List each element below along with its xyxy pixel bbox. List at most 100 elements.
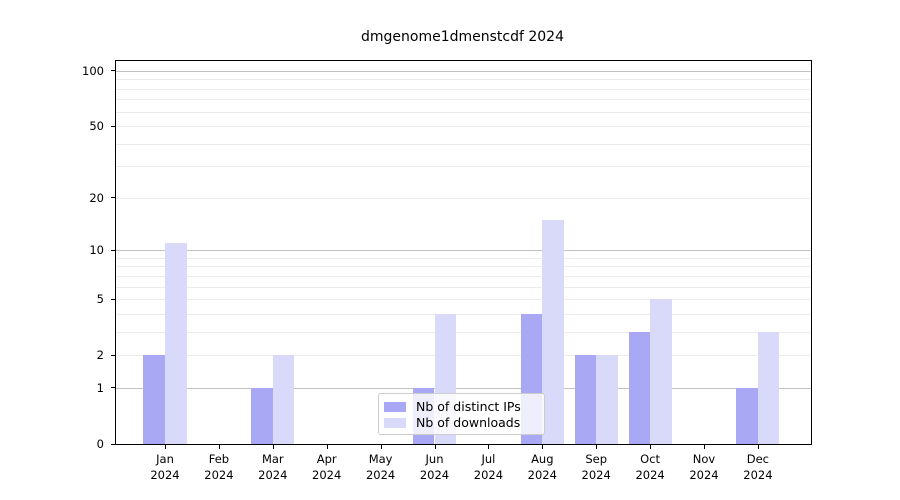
y-tick-mark xyxy=(111,354,115,356)
x-tick-mark xyxy=(272,445,274,449)
bar-downloads-oct xyxy=(650,299,672,444)
x-tick-month: Jan xyxy=(156,452,174,466)
legend-item-downloads: Nb of downloads xyxy=(384,415,537,431)
chart-title: dmgenome1dmenstcdf 2024 xyxy=(360,29,564,45)
x-tick-month: Apr xyxy=(316,452,337,466)
gridline-minor xyxy=(116,331,811,333)
legend-label-downloads: Nb of downloads xyxy=(416,415,521,430)
x-tick-year: 2024 xyxy=(150,467,180,482)
bar-downloads-dec xyxy=(757,331,780,444)
gridline-minor xyxy=(116,143,811,145)
x-tick-mark xyxy=(380,445,382,449)
plot-area xyxy=(115,60,812,445)
x-tick-label-jul: Jul 2024 xyxy=(461,452,515,483)
bar-ips-sep xyxy=(574,355,597,444)
legend-item-distinct-ips: Nb of distinct IPs xyxy=(384,399,537,415)
y-tick-label: 1 xyxy=(96,380,104,395)
bar-ips-oct xyxy=(628,331,651,444)
x-tick-mark xyxy=(326,445,328,449)
x-tick-mark xyxy=(542,445,544,449)
x-tick-month: Mar xyxy=(261,452,284,466)
y-tick-label: 5 xyxy=(96,292,104,307)
x-tick-mark xyxy=(165,445,166,449)
x-tick-label-jun: Jun 2024 xyxy=(408,452,462,483)
gridline-minor xyxy=(116,355,811,357)
x-tick-label-mar: Mar 2024 xyxy=(246,452,300,483)
y-tick-label: 0 xyxy=(96,437,104,451)
bar-downloads-jan xyxy=(165,243,187,444)
x-tick-label-feb: Feb 2024 xyxy=(192,452,246,483)
x-tick-month: Oct xyxy=(640,452,661,466)
y-tick-mark xyxy=(111,387,115,389)
x-tick-label-oct: Oct 2024 xyxy=(623,452,677,483)
x-tick-month: May xyxy=(368,452,393,466)
x-tick-label-apr: Apr 2024 xyxy=(300,452,354,483)
gridline-minor xyxy=(116,275,811,277)
x-tick-label-sep: Sep 2024 xyxy=(569,452,623,483)
y-tick-mark xyxy=(111,197,115,199)
bar-downloads-mar xyxy=(272,355,295,444)
gridline-minor xyxy=(116,313,811,315)
x-tick-month: Jun xyxy=(425,452,444,466)
x-tick-month: Feb xyxy=(208,452,230,466)
gridline-minor xyxy=(116,286,811,288)
legend-swatch-distinct-ips xyxy=(384,402,406,412)
y-tick-mark xyxy=(111,298,115,300)
y-tick-mark xyxy=(111,125,115,127)
gridline-minor xyxy=(116,257,811,259)
x-tick-mark xyxy=(434,445,436,449)
x-tick-month: Dec xyxy=(746,452,770,466)
x-tick-mark xyxy=(218,445,220,449)
gridline-minor xyxy=(116,79,811,81)
gridline-minor xyxy=(116,166,811,168)
gridline-minor xyxy=(116,299,811,301)
x-tick-year: 2024 xyxy=(365,467,396,482)
x-tick-year: 2024 xyxy=(635,467,665,482)
gridline-major xyxy=(116,250,811,252)
x-tick-mark xyxy=(650,445,652,449)
x-tick-year: 2024 xyxy=(419,467,450,482)
x-tick-year: 2024 xyxy=(258,467,288,482)
x-tick-year: 2024 xyxy=(312,467,342,482)
x-tick-mark xyxy=(488,445,490,449)
gridline-minor xyxy=(116,88,811,90)
y-tick-mark xyxy=(111,249,115,251)
x-tick-year: 2024 xyxy=(743,467,773,482)
y-tick-mark xyxy=(111,443,115,445)
x-tick-year: 2024 xyxy=(527,467,557,482)
legend-swatch-downloads xyxy=(384,418,406,428)
x-tick-label-dec: Dec 2024 xyxy=(731,452,785,483)
x-tick-mark xyxy=(596,445,598,449)
x-tick-label-jan: Jan 2024 xyxy=(138,452,192,483)
x-tick-month: Jul xyxy=(481,452,496,466)
y-tick-label: 2 xyxy=(96,348,104,363)
x-tick-year: 2024 xyxy=(204,467,234,482)
x-tick-mark xyxy=(704,445,705,449)
y-tick-label: 50 xyxy=(89,119,104,134)
y-tick-label: 100 xyxy=(82,63,104,78)
x-tick-month: Nov xyxy=(692,452,716,466)
bar-downloads-sep xyxy=(596,355,618,444)
bar-downloads-aug xyxy=(542,219,564,444)
y-tick-label: 20 xyxy=(89,190,104,205)
gridline-minor xyxy=(116,126,811,128)
gridline-minor xyxy=(116,99,811,101)
gridline-major xyxy=(116,70,811,72)
y-tick-label: 10 xyxy=(89,243,104,258)
y-tick-mark xyxy=(111,70,115,72)
bar-ips-dec xyxy=(736,387,758,444)
x-tick-label-may: May 2024 xyxy=(354,452,408,483)
bar-ips-mar xyxy=(251,387,273,444)
x-tick-label-aug: Aug 2024 xyxy=(515,452,569,483)
bar-ips-jan xyxy=(143,355,165,444)
legend: Nb of distinct IPs Nb of downloads xyxy=(378,393,545,435)
x-tick-month: Aug xyxy=(531,452,554,466)
x-tick-year: 2024 xyxy=(689,467,719,482)
x-tick-month: Sep xyxy=(585,452,608,466)
x-tick-label-nov: Nov 2024 xyxy=(677,452,731,483)
gridline-minor xyxy=(116,266,811,268)
x-tick-mark xyxy=(757,445,759,449)
x-tick-year: 2024 xyxy=(473,467,504,482)
x-tick-year: 2024 xyxy=(581,467,611,482)
